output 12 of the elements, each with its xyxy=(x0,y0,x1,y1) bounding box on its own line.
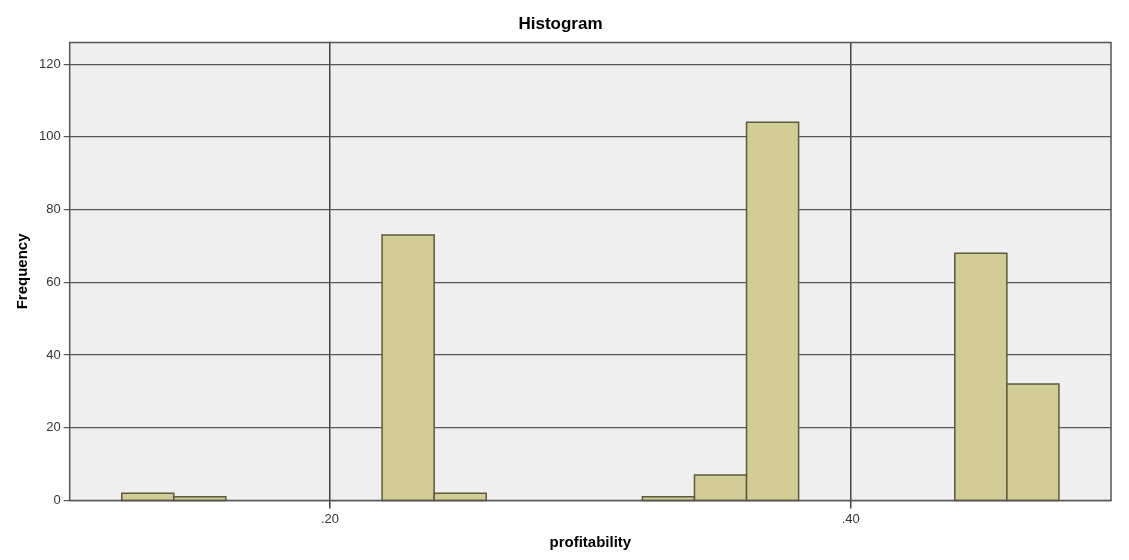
x-tick-label: .20 xyxy=(320,510,340,526)
y-tick-label: 120 xyxy=(38,55,61,71)
y-tick-label: 100 xyxy=(38,128,61,144)
chart-title: Histogram xyxy=(518,13,603,33)
x-axis-title: profitability xyxy=(549,533,632,551)
y-axis-title: Frequency xyxy=(13,232,31,310)
y-tick-label: 20 xyxy=(46,419,61,435)
y-tick-label: 60 xyxy=(46,273,61,289)
x-tick-label: .40 xyxy=(841,510,860,526)
y-tick-label: 0 xyxy=(53,491,61,507)
y-tick-label: 40 xyxy=(46,346,61,362)
y-tick-label: 80 xyxy=(46,201,61,217)
